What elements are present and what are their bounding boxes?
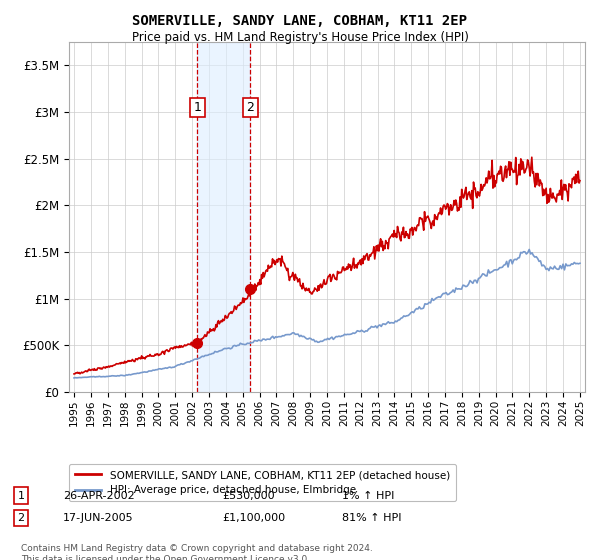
Text: Contains HM Land Registry data © Crown copyright and database right 2024.
This d: Contains HM Land Registry data © Crown c…: [21, 544, 373, 560]
Text: 2: 2: [17, 513, 25, 523]
Text: £530,000: £530,000: [222, 491, 275, 501]
Text: 1: 1: [17, 491, 25, 501]
Text: SOMERVILLE, SANDY LANE, COBHAM, KT11 2EP: SOMERVILLE, SANDY LANE, COBHAM, KT11 2EP: [133, 14, 467, 28]
Text: 26-APR-2002: 26-APR-2002: [63, 491, 135, 501]
Bar: [197, 42, 250, 392]
Text: £1,100,000: £1,100,000: [222, 513, 285, 523]
Text: Price paid vs. HM Land Registry's House Price Index (HPI): Price paid vs. HM Land Registry's House …: [131, 31, 469, 44]
Text: 1: 1: [194, 101, 202, 114]
Text: 2: 2: [247, 101, 254, 114]
Text: 81% ↑ HPI: 81% ↑ HPI: [342, 513, 401, 523]
Legend: SOMERVILLE, SANDY LANE, COBHAM, KT11 2EP (detached house), HPI: Average price, d: SOMERVILLE, SANDY LANE, COBHAM, KT11 2EP…: [69, 464, 456, 501]
Text: 17-JUN-2005: 17-JUN-2005: [63, 513, 134, 523]
Text: 1% ↑ HPI: 1% ↑ HPI: [342, 491, 394, 501]
